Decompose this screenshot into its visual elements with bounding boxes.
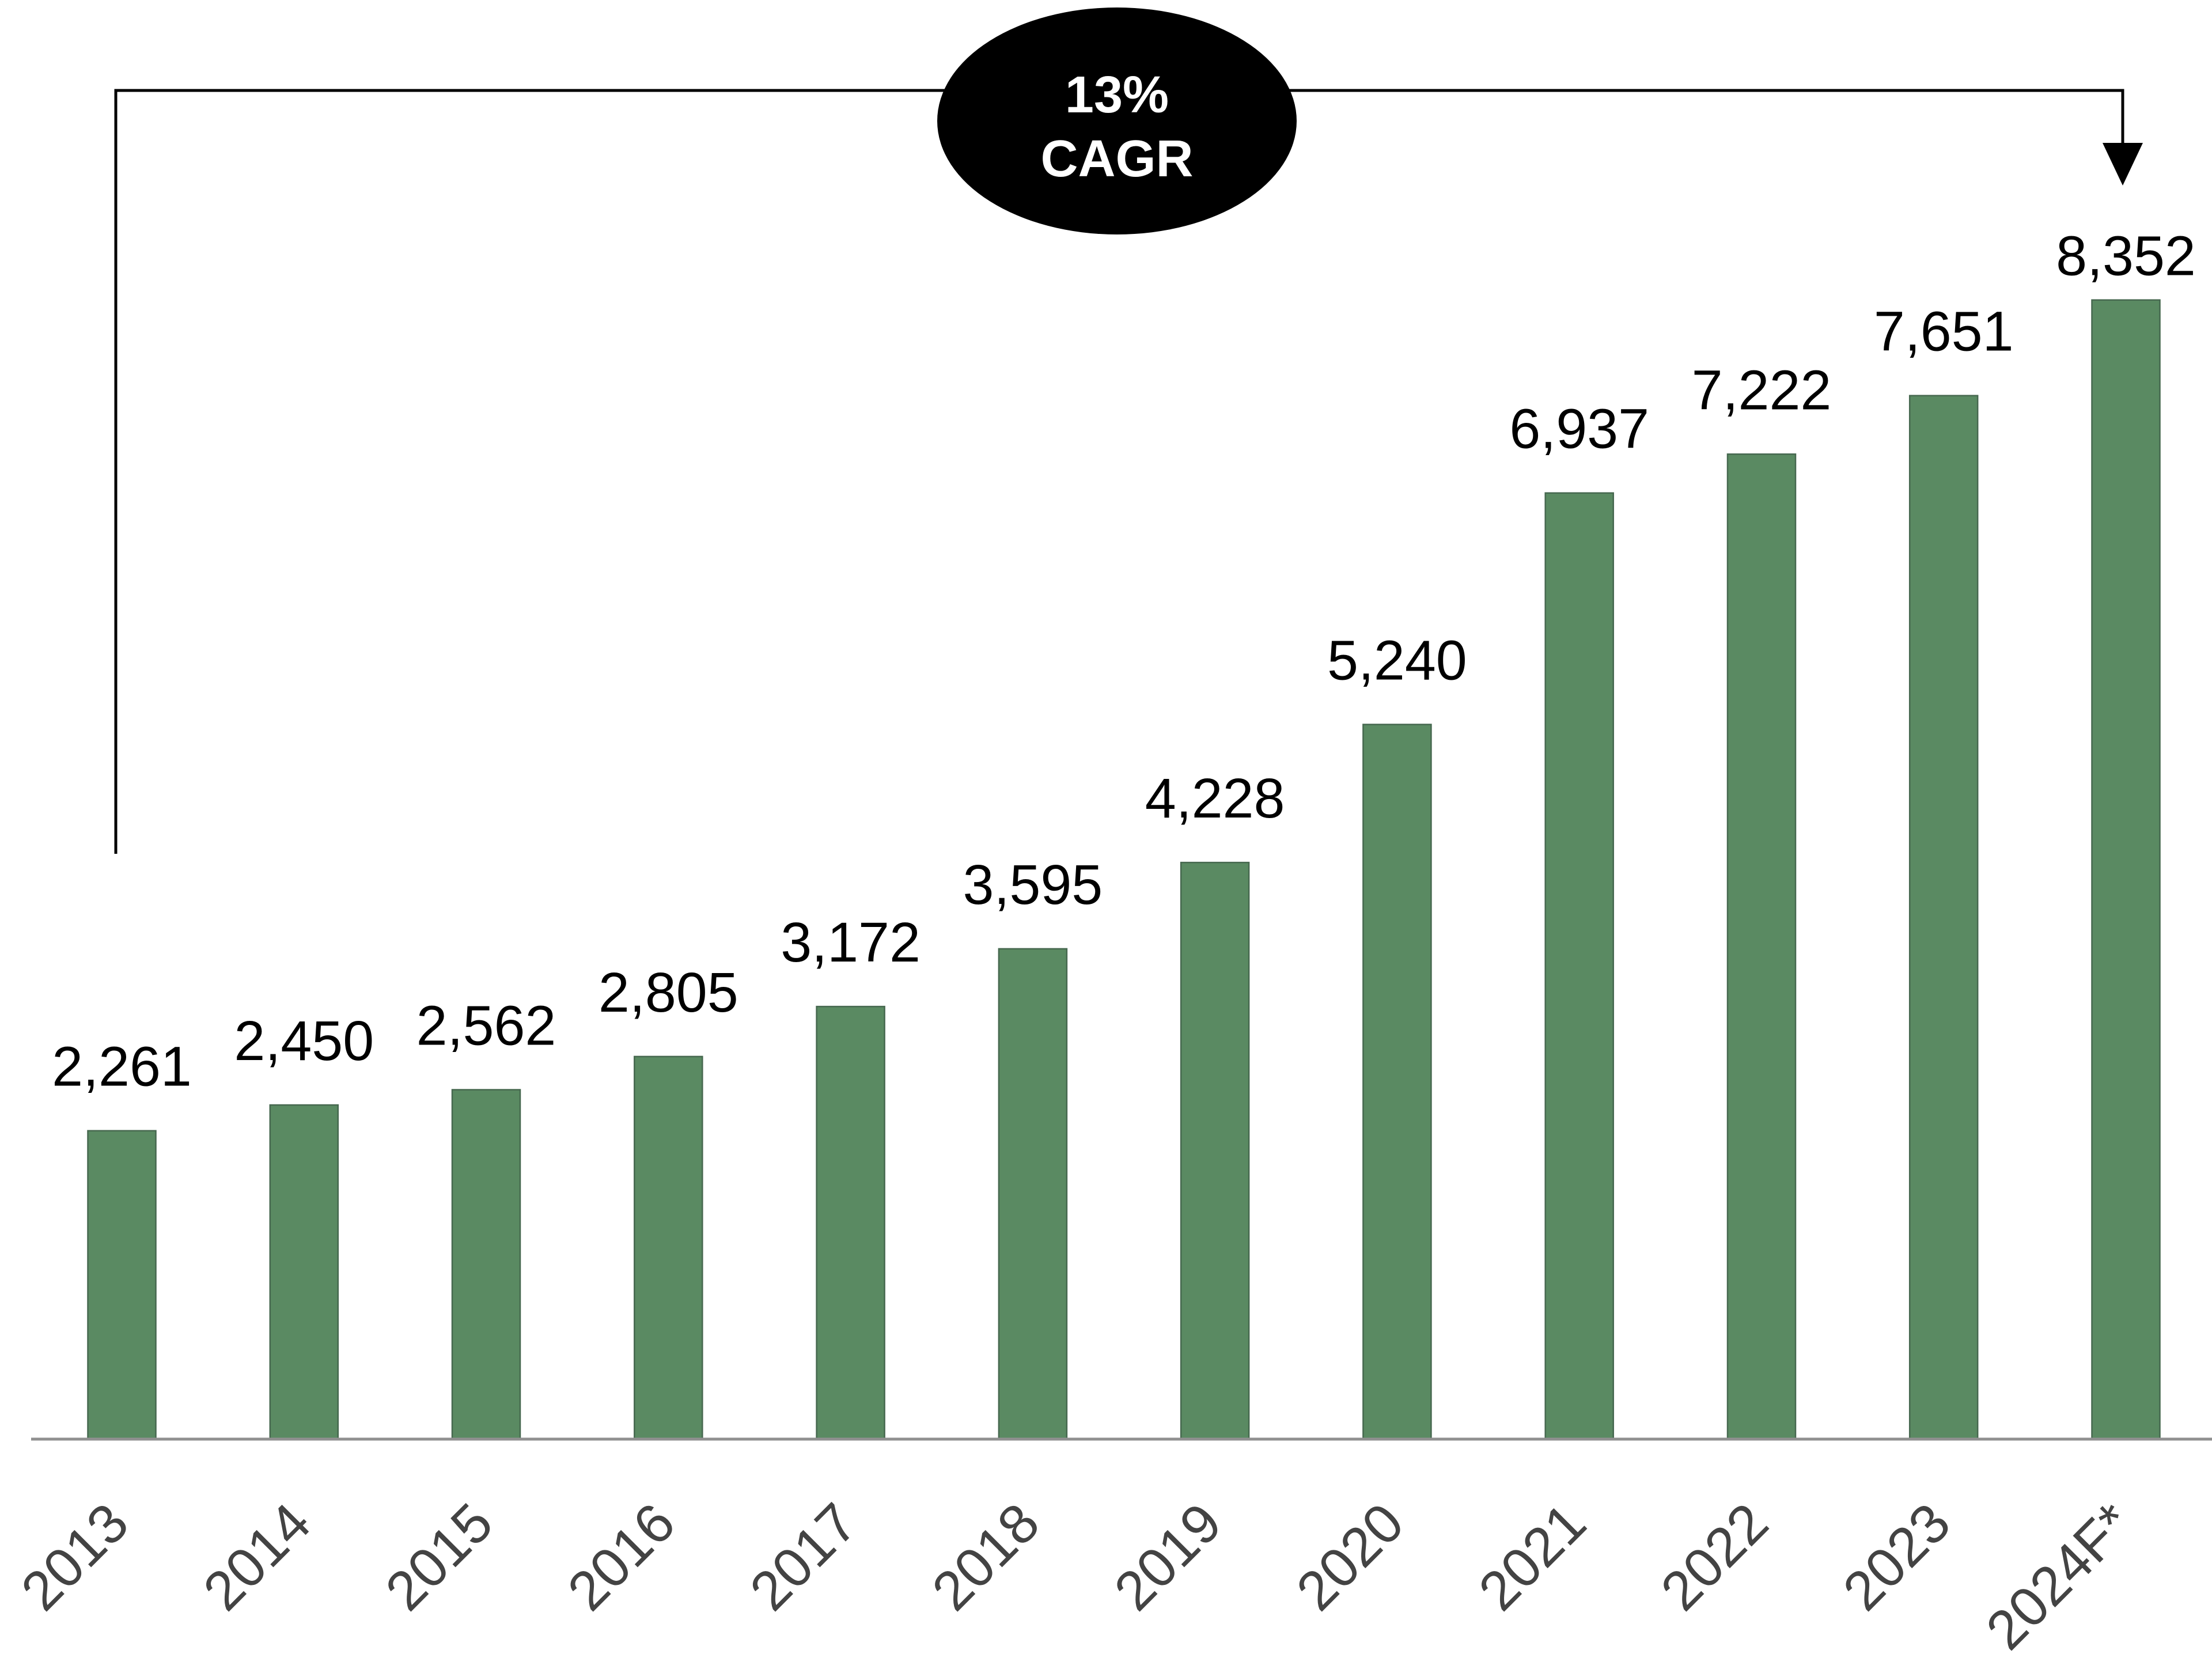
svg-text:7,222: 7,222 — [1692, 358, 1832, 421]
svg-text:2,562: 2,562 — [416, 994, 556, 1057]
svg-text:13%: 13% — [1065, 66, 1169, 124]
svg-text:8,352: 8,352 — [2056, 225, 2196, 287]
svg-text:2,450: 2,450 — [234, 1009, 374, 1072]
svg-text:2,261: 2,261 — [52, 1035, 192, 1098]
svg-text:3,595: 3,595 — [963, 853, 1103, 916]
svg-text:3,172: 3,172 — [781, 911, 921, 974]
svg-text:6,937: 6,937 — [1509, 398, 1649, 460]
svg-text:7,651: 7,651 — [1874, 300, 2014, 363]
svg-text:2,805: 2,805 — [599, 961, 738, 1024]
svg-text:5,240: 5,240 — [1327, 629, 1467, 692]
svg-text:4,228: 4,228 — [1145, 767, 1285, 830]
svg-text:CAGR: CAGR — [1041, 130, 1194, 188]
